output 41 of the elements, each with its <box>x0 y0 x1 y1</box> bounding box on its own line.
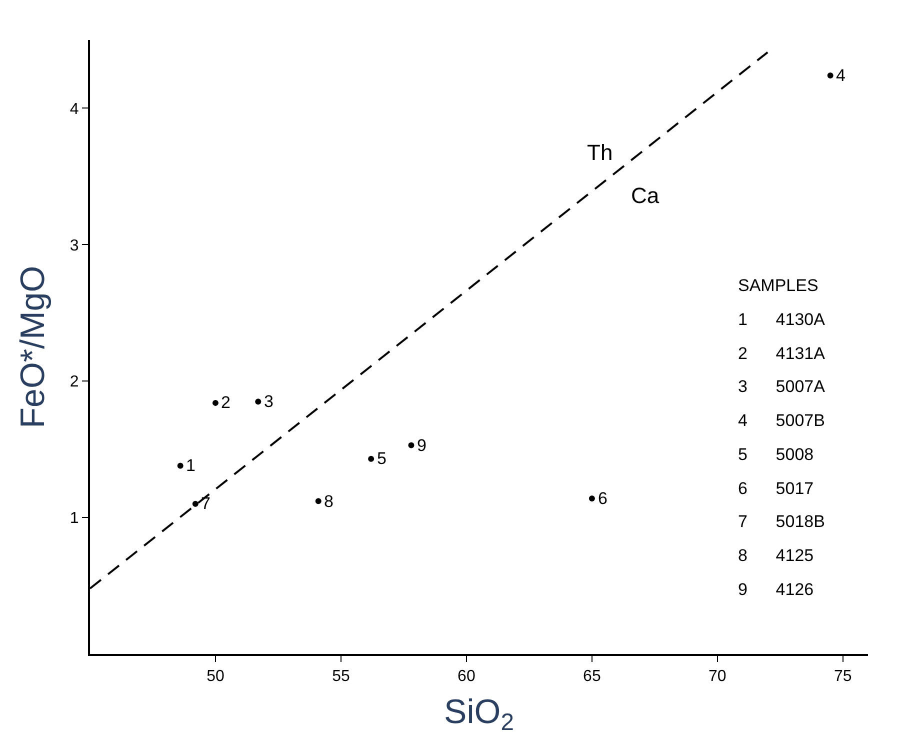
annotation: 5 <box>377 449 386 468</box>
x-tick-label: 55 <box>332 668 350 686</box>
annotation: 3 <box>264 392 274 411</box>
annotation: 6 <box>598 489 608 508</box>
annotation: 9 <box>417 436 426 455</box>
y-tick-label: 2 <box>70 374 79 391</box>
annotation: 1 4130A <box>738 310 826 329</box>
annotation: 2 4131A <box>738 344 826 363</box>
point <box>408 442 414 448</box>
annotation: Th <box>587 140 613 165</box>
annotation: 7 5018B <box>738 512 825 531</box>
x-tick-label: 50 <box>206 668 224 686</box>
annotation: 9 4126 <box>738 580 814 599</box>
annotation: SAMPLES <box>738 276 818 295</box>
x-tick-label: 75 <box>834 668 852 686</box>
y-axis-title: FeO*/MgO <box>14 266 52 428</box>
y-tick-label: 1 <box>70 510 79 528</box>
annotation: 3 5007A <box>738 377 826 396</box>
y-tick-label: 3 <box>70 237 79 254</box>
x-tick-label: 60 <box>458 668 476 686</box>
point <box>255 398 262 405</box>
point <box>315 498 322 504</box>
annotation: 4 5007B <box>738 411 825 430</box>
annotation: 4 <box>836 66 846 85</box>
annotation: 8 4125 <box>738 546 814 565</box>
point <box>192 500 198 507</box>
annotation: 6 5017 <box>738 479 814 498</box>
annotation: 2 <box>221 393 230 412</box>
annotation: 1 <box>186 456 196 475</box>
annotation: 5 5008 <box>738 445 814 464</box>
x-axis-title: SiO$_{2}$ <box>444 693 514 736</box>
point <box>212 400 218 406</box>
x-tick-label: 70 <box>708 668 726 686</box>
y-tick-label: 4 <box>70 100 79 118</box>
point <box>368 456 374 462</box>
point <box>177 462 184 469</box>
point <box>827 72 834 78</box>
x-tick-label: 65 <box>583 668 601 686</box>
annotation: 8 <box>324 492 334 511</box>
annotation: Ca <box>631 183 660 208</box>
point <box>588 495 595 502</box>
